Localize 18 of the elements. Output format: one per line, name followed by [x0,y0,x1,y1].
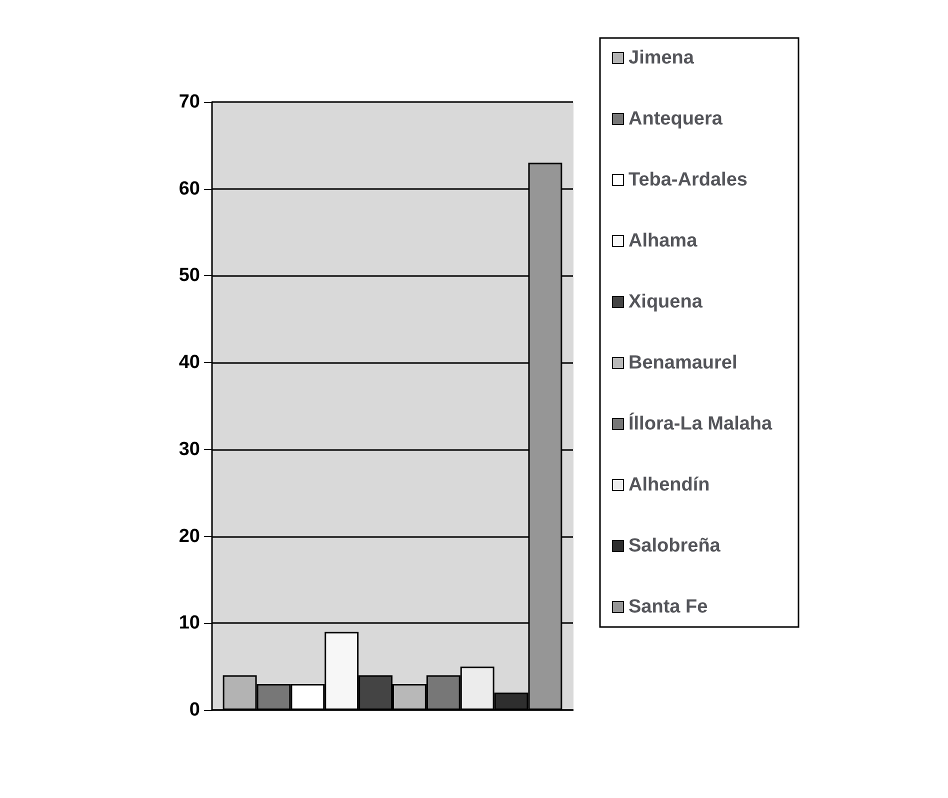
legend-label: Salobreña [628,536,721,556]
legend-label: Santa Fe [628,596,708,618]
y-tick-label: 0 [189,700,200,720]
legend-label: Xiquena [628,292,703,312]
y-tick-label: 40 [178,352,200,374]
legend-label: Jimena [628,48,694,68]
y-tick-label: 60 [178,178,200,200]
legend-label: Alhendín [628,474,710,496]
y-tick-label: 50 [178,265,200,286]
legend-label: Íllora-La Malaha [628,412,773,434]
y-tick-label: 10 [178,612,200,634]
legend-label: Teba-Ardales [628,170,748,190]
y-tick-label: 30 [178,438,200,460]
legend-label: Benamaurel [628,352,738,374]
legend-label: Alhama [628,230,698,252]
y-tick-label: 20 [178,526,200,547]
y-tick-label: 70 [178,92,200,112]
legend-label: Antequera [628,108,723,130]
